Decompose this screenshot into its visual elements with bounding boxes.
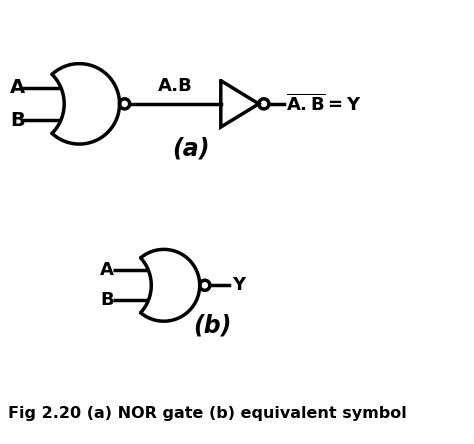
Text: A.B: A.B: [158, 76, 192, 95]
Text: B: B: [100, 291, 114, 309]
Text: (a): (a): [173, 136, 210, 160]
Text: (b): (b): [193, 313, 232, 337]
Text: $\mathbf{\overline{A.B}}$$\mathbf{=Y}$: $\mathbf{\overline{A.B}}$$\mathbf{=Y}$: [286, 93, 361, 115]
Text: A: A: [100, 261, 114, 279]
Text: A: A: [10, 78, 25, 97]
Text: Fig 2.20 (a) NOR gate (b) equivalent symbol: Fig 2.20 (a) NOR gate (b) equivalent sym…: [8, 407, 407, 421]
Text: B: B: [10, 111, 25, 130]
Text: Y: Y: [232, 276, 246, 294]
